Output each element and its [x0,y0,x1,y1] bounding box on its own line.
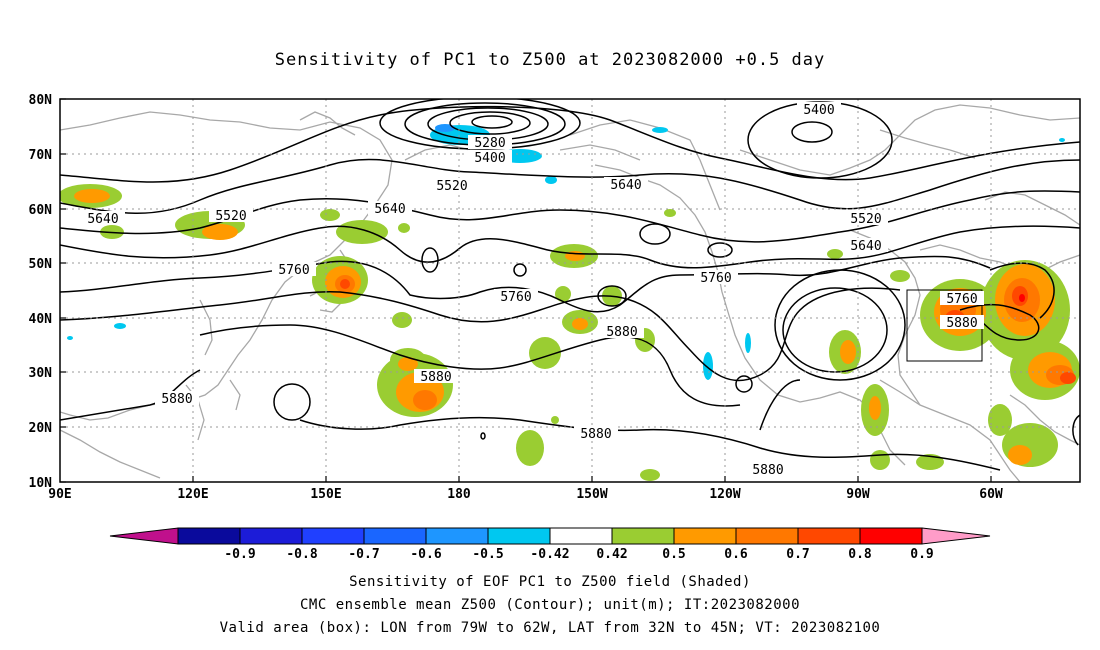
caption-line-2: CMC ensemble mean Z500 (Contour); unit(m… [299,597,800,613]
lon-tick-label: 120W [709,487,740,502]
lon-tick-label: 120E [177,487,208,502]
colorbar-bin [735,527,799,545]
contour-label: 5640 [374,202,405,217]
contour-label: 5880 [580,427,611,442]
lon-tick-label: 150E [310,487,341,502]
contour-label: 5640 [850,239,881,254]
lat-tick-label: 80N [29,93,53,108]
colorbar-label: 0.7 [786,547,809,562]
lon-tick-label: 90W [846,487,870,502]
colorbar-bin [611,527,675,545]
map-frame [59,98,1081,483]
contour-label: 5520 [436,179,467,194]
caption-line-1: Sensitivity of EOF PC1 to Z500 field (Sh… [349,574,751,590]
contour-label: 5880 [161,392,192,407]
contour-label: 5280 [474,136,505,151]
colorbar-label: -0.8 [286,547,317,562]
contour-label: 5880 [606,325,637,340]
lat-tick-label: 70N [29,148,53,163]
colorbar-bin [797,527,861,545]
colorbar-label: 0.42 [596,547,627,562]
lat-tick-label: 20N [29,421,53,436]
contour-label: 5760 [946,292,977,307]
lon-tick-label: 150W [576,487,607,502]
colorbar-label: 0.8 [848,547,872,562]
colorbar-bin [549,527,613,545]
caption-line-3: Valid area (box): LON from 79W to 62W, L… [219,620,881,636]
colorbar-bin [859,527,923,545]
colorbar-bin [673,527,737,545]
lat-tick-label: 60N [29,203,53,218]
colorbar-label: -0.5 [472,547,503,562]
colorbar-label: 0.9 [910,547,933,562]
contour-label: 5400 [803,103,834,118]
contour-label: 5640 [610,178,641,193]
colorbar-bin [239,527,303,545]
colorbar-bin [301,527,365,545]
colorbar-label: 0.6 [724,547,748,562]
contour-label: 5520 [850,212,881,227]
contour-label: 5760 [278,263,309,278]
contour-label: 5880 [752,463,783,478]
axis-ticks [60,98,992,483]
colorbar-bin [487,527,551,545]
contour-label: 5760 [700,271,731,286]
lat-tick-label: 30N [29,366,53,381]
lat-tick-label: 50N [29,257,53,272]
lat-tick-label: 10N [29,476,53,491]
lon-tick-label: 60W [979,487,1003,502]
colorbar-bin [363,527,427,545]
z500-contours [60,99,1080,471]
colorbar-bin [177,527,241,545]
colorbar-low-arrow [109,527,179,545]
contour-label: 5880 [946,316,977,331]
plot-title: Sensitivity of PC1 to Z500 at 2023082000… [274,50,826,70]
colorbar-label: -0.9 [224,547,255,562]
colorbar-label: -0.6 [410,547,441,562]
colorbar-label: -0.7 [348,547,379,562]
lon-tick-label: 90E [48,487,71,502]
lon-tick-label: 180 [447,487,471,502]
colorbar [109,527,991,545]
contour-label: 5760 [500,290,531,305]
colorbar-label: 0.5 [662,547,685,562]
contour-label: 5880 [420,370,451,385]
colorbar-bin [425,527,489,545]
contour-label: 5640 [87,212,118,227]
colorbar-high-arrow [921,527,991,545]
lat-tick-label: 40N [29,312,53,327]
colorbar-label: -0.42 [530,547,569,562]
contour-label: 5520 [215,209,246,224]
contour-label: 5400 [474,151,505,166]
